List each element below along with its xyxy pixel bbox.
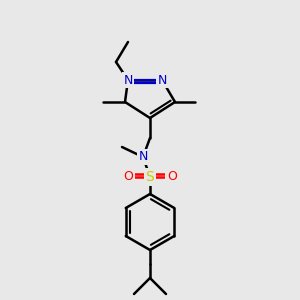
Text: N: N [138, 151, 148, 164]
Text: S: S [146, 170, 154, 184]
Text: O: O [167, 170, 177, 184]
Text: O: O [123, 170, 133, 184]
Text: N: N [157, 74, 167, 86]
Text: N: N [123, 74, 133, 86]
